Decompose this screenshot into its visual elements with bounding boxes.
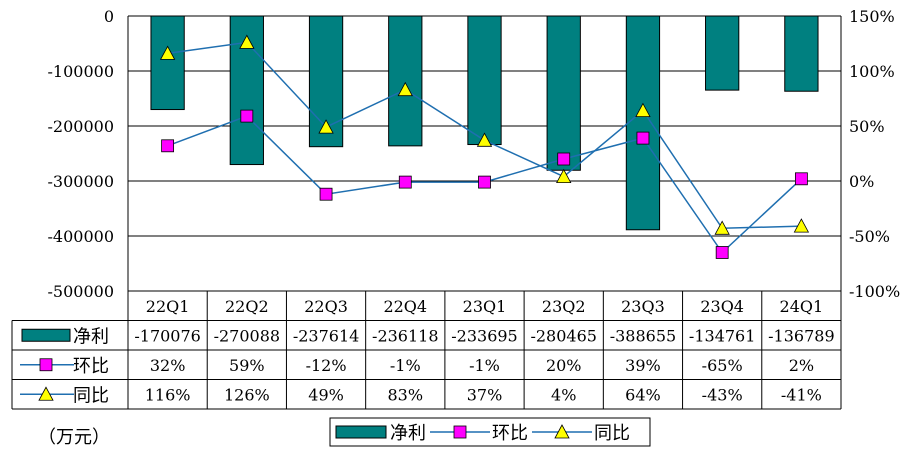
yoy-marker xyxy=(556,168,572,184)
yoy-marker xyxy=(397,81,413,97)
data-table: 22Q1 22Q2 22Q3 22Q4 23Q1 23Q2 23Q3 23Q4 24Q1 净利 -1… xyxy=(11,290,841,410)
legend-key-mom xyxy=(453,425,467,439)
data-label: -12% xyxy=(306,356,347,375)
legend: 净利 环比 同比 xyxy=(329,417,651,447)
x-tick-label: 23Q2 xyxy=(542,297,586,316)
bar-net-profit xyxy=(625,15,661,231)
x-tick-label: 22Q3 xyxy=(304,297,348,316)
y-tick-label-left: 0 xyxy=(104,7,114,26)
bar-net-profit xyxy=(705,15,740,91)
legend-key-net-profit xyxy=(335,425,387,439)
data-label: -136789 xyxy=(768,326,834,345)
legend-label-yoy: 同比 xyxy=(594,423,630,444)
data-label: -233695 xyxy=(451,326,517,345)
table-series-name: 净利 xyxy=(73,326,109,347)
legend-key-yoy xyxy=(554,424,570,439)
data-label: 59% xyxy=(229,356,265,375)
data-label: -41% xyxy=(781,385,822,404)
bar-net-profit xyxy=(784,15,819,92)
data-label: 116% xyxy=(145,385,191,404)
yoy-marker xyxy=(476,132,493,147)
y-tick-label-left: -400000 xyxy=(48,227,114,246)
y-tick-label-left: -300000 xyxy=(48,172,114,191)
legend-label-net-profit: 净利 xyxy=(390,423,426,444)
data-label: 20% xyxy=(546,356,582,375)
y-tick-label-right: 100% xyxy=(849,62,895,81)
bar-series-net-profit xyxy=(150,15,819,231)
x-tick-label: 23Q4 xyxy=(700,297,744,316)
y-tick-label-left: -100000 xyxy=(48,62,114,81)
mom-marker xyxy=(161,139,175,153)
line-series xyxy=(159,34,810,259)
mom-marker xyxy=(794,172,808,186)
x-tick-label: 23Q1 xyxy=(463,297,507,316)
yoy-marker xyxy=(239,34,255,49)
table-key-marker xyxy=(39,358,53,372)
data-label: 39% xyxy=(625,356,661,375)
bar-net-profit xyxy=(546,15,581,171)
yoy-marker xyxy=(714,220,730,235)
data-label: 126% xyxy=(224,385,270,404)
mom-marker xyxy=(715,246,729,259)
x-tick-label: 22Q1 xyxy=(146,297,190,316)
data-label: -170076 xyxy=(134,326,200,345)
x-tick-label: 24Q1 xyxy=(780,297,824,316)
data-label: -236118 xyxy=(372,326,438,345)
mom-marker xyxy=(478,175,491,189)
mom-marker xyxy=(636,131,650,145)
y-tick-label-right: 150% xyxy=(849,7,895,26)
table-key-marker xyxy=(38,386,54,401)
table-series-name: 环比 xyxy=(73,356,109,377)
x-tick-label: 23Q3 xyxy=(621,297,665,316)
mom-marker xyxy=(240,109,254,123)
data-label: 32% xyxy=(150,356,186,375)
y-tick-label-right: 0% xyxy=(849,172,874,191)
yoy-marker xyxy=(635,102,651,117)
x-tick-label: 22Q2 xyxy=(225,297,269,316)
data-label: -134761 xyxy=(689,326,755,345)
data-label: -280465 xyxy=(530,326,596,345)
data-label: 4% xyxy=(551,385,576,404)
data-label: 64% xyxy=(625,385,661,404)
y-tick-label-left: -500000 xyxy=(48,282,114,301)
data-label: -65% xyxy=(702,356,743,375)
data-label: -237614 xyxy=(293,326,359,345)
bar-net-profit xyxy=(467,15,502,146)
bar-net-profit xyxy=(388,15,423,147)
yoy-marker xyxy=(318,119,334,134)
x-tick-label: 22Q4 xyxy=(383,297,427,316)
yoy-marker xyxy=(793,218,810,233)
legend-label-mom: 环比 xyxy=(492,423,528,444)
y-tick-label-left: -200000 xyxy=(48,117,114,136)
data-label: -43% xyxy=(702,385,743,404)
data-label: 83% xyxy=(387,385,423,404)
mom-marker xyxy=(319,187,333,201)
yoy-marker xyxy=(159,45,176,60)
y-tick-label-right: 50% xyxy=(849,117,885,136)
y-tick-label-right: -100% xyxy=(849,282,900,301)
axes: 0 -100000 -200000 -300000 -400000 -500000 150%… xyxy=(48,7,900,409)
mom-marker xyxy=(398,175,412,189)
data-label: -388655 xyxy=(610,326,676,345)
data-label: 49% xyxy=(308,385,344,404)
table-series-name: 同比 xyxy=(73,385,109,406)
unit-label: （万元） xyxy=(38,427,110,448)
bar-net-profit xyxy=(150,15,185,111)
data-label: 37% xyxy=(467,385,503,404)
mom-marker xyxy=(557,152,571,166)
data-label: -1% xyxy=(390,356,421,375)
y-tick-label-right: -50% xyxy=(849,227,890,246)
data-label: -1% xyxy=(469,356,500,375)
table-key-bar xyxy=(21,328,71,342)
data-label: 2% xyxy=(789,356,814,375)
data-label: -270088 xyxy=(214,326,280,345)
